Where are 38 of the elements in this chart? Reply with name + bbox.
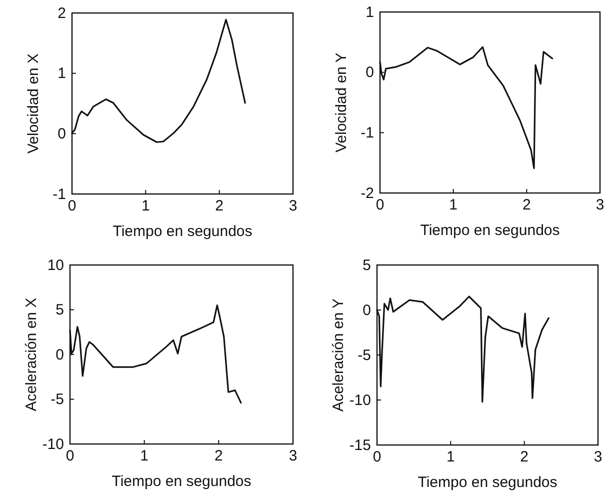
y-tick-label: -15 — [349, 436, 371, 454]
y-tick-label: 5 — [56, 302, 64, 319]
y-tick-label: -10 — [349, 392, 371, 409]
y-tick-label: 0 — [58, 125, 66, 142]
y-tick-label: 1 — [58, 65, 66, 82]
y-axis-title: Velocidad en Y — [333, 52, 350, 152]
y-tick-label: -2 — [360, 184, 374, 202]
y-tick-label: 10 — [47, 256, 64, 274]
x-tick-label: 2 — [520, 448, 529, 466]
x-tick-label: 1 — [141, 198, 150, 215]
y-axis-title: Aceleración en Y — [330, 298, 347, 412]
x-tick-label: 3 — [288, 448, 298, 465]
x-tick-label: 3 — [288, 198, 298, 215]
y-tick-label: 5 — [362, 256, 371, 274]
x-tick-label: 1 — [449, 196, 458, 214]
x-tick-label: 3 — [596, 196, 604, 214]
y-axis-title: Velocidad en X — [25, 53, 42, 154]
y-tick-label: 0 — [56, 346, 64, 364]
x-tick-label: 2 — [214, 448, 223, 465]
y-tick-label: -10 — [42, 436, 64, 453]
y-tick-label: 0 — [362, 302, 371, 319]
x-tick-label: 3 — [594, 448, 602, 466]
x-axis-title: Tiempo en segundos — [112, 473, 252, 490]
y-tick-label: -5 — [358, 346, 371, 364]
x-tick-label: 2 — [522, 196, 531, 214]
y-tick-label: 2 — [58, 4, 66, 22]
x-tick-label: 2 — [215, 198, 224, 215]
x-axis-title: Tiempo en segundos — [420, 222, 560, 239]
y-tick-label: -5 — [50, 391, 64, 408]
x-tick-label: 1 — [140, 448, 149, 465]
x-tick-label: 1 — [446, 448, 455, 466]
y-tick-label: 1 — [366, 4, 374, 21]
y-tick-label: 0 — [366, 64, 374, 82]
y-tick-label: -1 — [360, 124, 374, 142]
x-axis-title: Tiempo en segundos — [418, 474, 558, 491]
y-tick-label: -1 — [52, 186, 66, 203]
x-axis-title: Tiempo en segundos — [112, 223, 252, 240]
y-axis-title: Aceleración en X — [23, 298, 40, 412]
